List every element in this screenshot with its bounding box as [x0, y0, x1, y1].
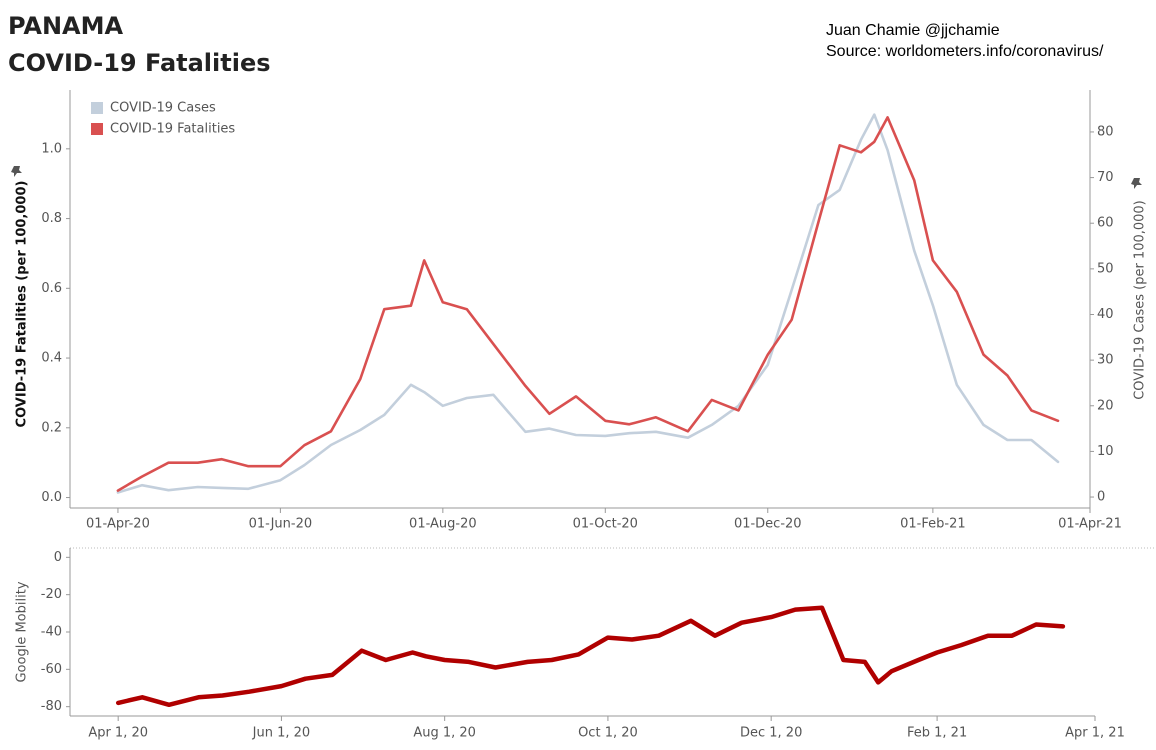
y2-tick-label: 80 [1097, 124, 1114, 139]
line-series [115, 605, 1066, 708]
y2-tick-label: 0 [1097, 490, 1105, 505]
y2-tick-label: 10 [1097, 444, 1114, 459]
y2-tick-label: 60 [1097, 216, 1114, 231]
y-axis-label: COVID-19 Fatalities (per 100,000) [15, 181, 30, 428]
x-tick-label: 01-Feb-21 [900, 517, 965, 532]
y-axis-label: Google Mobility [15, 581, 30, 682]
y-tick-label: 0.8 [41, 211, 62, 226]
y2-tick-label: 20 [1097, 398, 1114, 413]
x-tick-label: 01-Dec-20 [734, 517, 802, 532]
y2-tick-label: 40 [1097, 307, 1114, 322]
y-tick-label: 0 [54, 550, 62, 565]
y-tick-label: 0.4 [41, 351, 62, 366]
x-tick-label: 01-Oct-20 [573, 517, 638, 532]
x-tick-label: 01-Aug-20 [409, 517, 477, 532]
pin-icon [1131, 178, 1142, 189]
pin-icon [11, 166, 22, 177]
y-tick-label: 0.2 [41, 420, 62, 435]
legend-label: COVID-19 Fatalities [110, 122, 235, 137]
x-tick-label: Dec 1, 20 [740, 726, 802, 741]
line-series [116, 113, 1060, 494]
x-tick-label: Oct 1, 20 [578, 726, 638, 741]
x-tick-label: Apr 1, 21 [1065, 726, 1125, 741]
y-tick-label: 0.6 [41, 281, 62, 296]
y-tick-label: -80 [41, 699, 62, 714]
x-tick-label: Feb 1, 21 [907, 726, 967, 741]
y2-tick-label: 50 [1097, 261, 1114, 276]
y-tick-label: 0.0 [41, 490, 62, 505]
legend-label: COVID-19 Cases [110, 101, 216, 116]
y-tick-label: -20 [41, 587, 62, 602]
x-tick-label: 01-Jun-20 [249, 517, 313, 532]
y-tick-label: 1.0 [41, 141, 62, 156]
x-tick-label: Aug 1, 20 [413, 726, 476, 741]
line-series [116, 116, 1060, 492]
title: PANAMA [8, 12, 124, 40]
title: COVID-19 Fatalities [8, 49, 271, 77]
x-tick-label: Apr 1, 20 [88, 726, 148, 741]
credit: Juan Chamie @jjchamie [826, 22, 1000, 39]
y2-tick-label: 30 [1097, 353, 1114, 368]
y2-tick-label: 70 [1097, 170, 1114, 185]
x-tick-label: Jun 1, 20 [252, 726, 311, 741]
x-tick-label: 01-Apr-20 [86, 517, 150, 532]
y2-axis-label: COVID-19 Cases (per 100,000) [1133, 200, 1148, 400]
x-tick-label: 01-Apr-21 [1058, 517, 1122, 532]
credit: Source: worldometers.info/coronavirus/ [826, 43, 1104, 60]
y-tick-label: -60 [41, 662, 62, 677]
legend-swatch [91, 123, 103, 135]
y-tick-label: -40 [41, 625, 62, 640]
legend-swatch [91, 102, 103, 114]
